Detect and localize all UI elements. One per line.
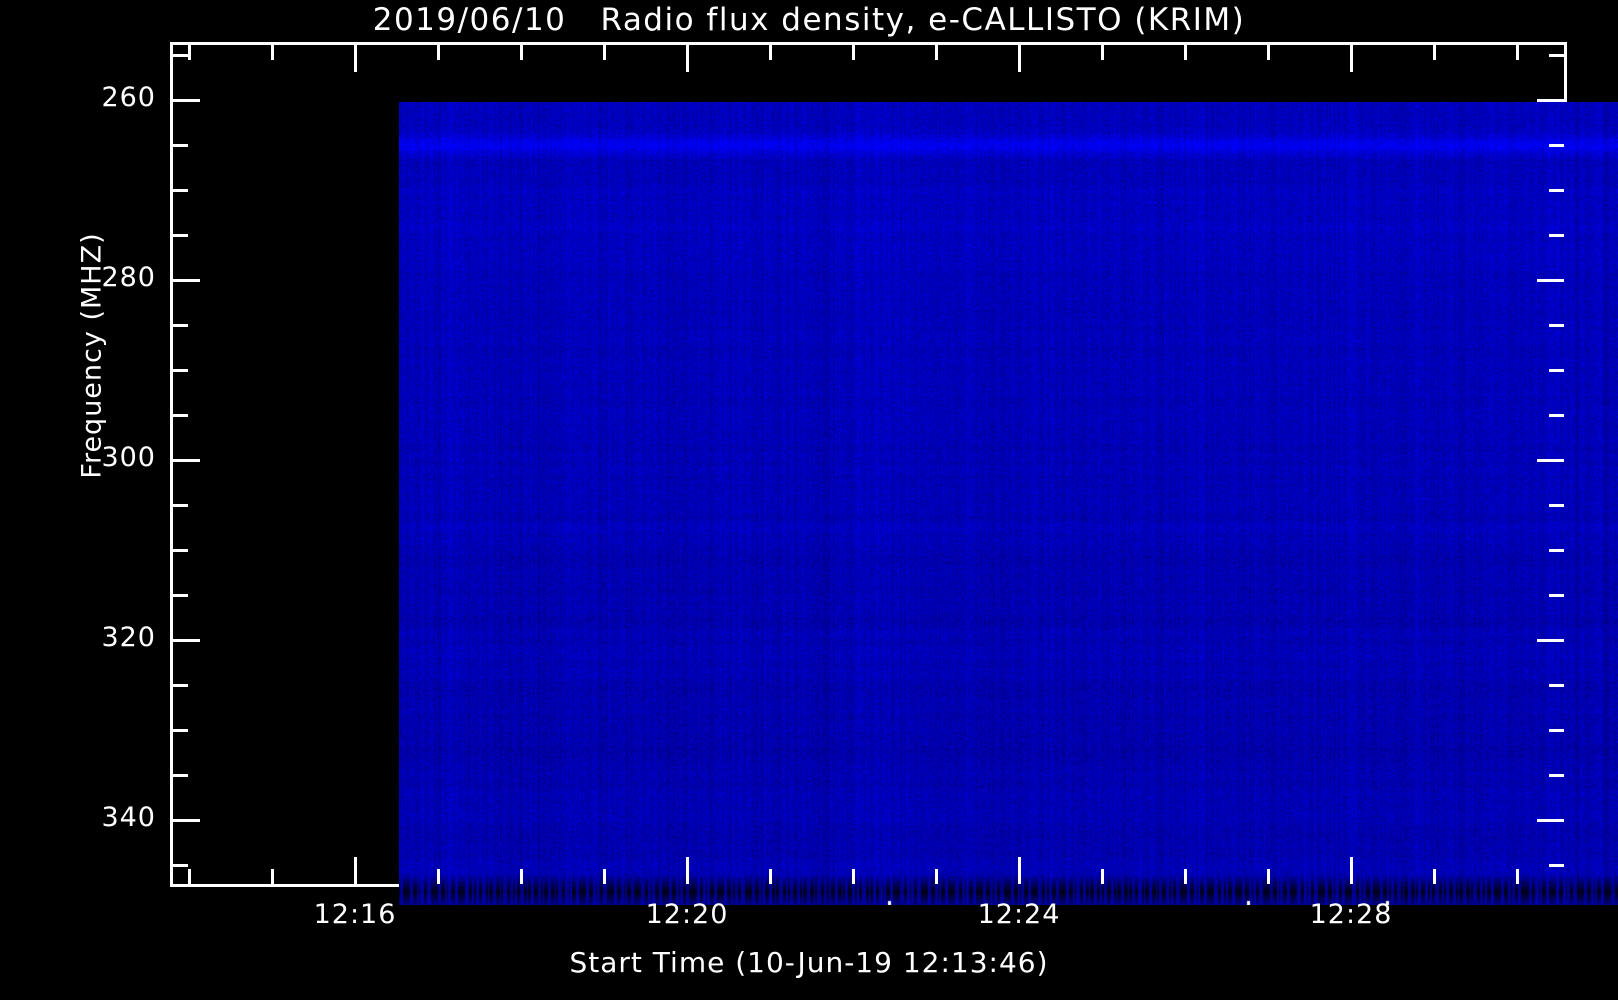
y-tick-minor-right [1549,549,1564,552]
y-tick-major [173,279,200,282]
y-tick-minor [173,234,188,237]
y-tick-label: 260 [101,82,156,113]
x-axis-title: Start Time (10-Jun-19 12:13:46) [569,946,1049,979]
x-tick-minor-top [1184,45,1187,60]
x-tick-minor-top [603,45,606,60]
y-tick-minor-right [1549,414,1564,417]
y-tick-label: 320 [101,622,156,653]
x-tick-major-top [354,45,357,72]
y-tick-major-right [1537,99,1564,102]
x-tick-label: 12:20 [645,899,729,930]
figure-title: 2019/06/10 Radio flux density, e-CALLIST… [372,2,1246,38]
y-tick-minor [173,594,188,597]
x-tick-minor [1433,869,1436,884]
x-tick-minor [520,869,523,884]
x-tick-major [1018,857,1021,884]
x-tick-minor-top [935,45,938,60]
x-tick-major [686,857,689,884]
y-tick-minor-right [1549,864,1564,867]
spectrogram-image [399,102,1618,905]
y-tick-minor-right [1549,369,1564,372]
x-tick-minor-top [1516,45,1519,60]
y-tick-label: 280 [101,262,156,293]
x-tick-minor-top [769,45,772,60]
y-tick-major-right [1537,819,1564,822]
x-tick-minor-top [1101,45,1104,60]
y-tick-major-right [1537,639,1564,642]
x-tick-minor [437,869,440,884]
y-tick-major-right [1537,279,1564,282]
y-tick-minor [173,684,188,687]
y-tick-major [173,459,200,462]
x-tick-minor [852,869,855,884]
x-tick-label: 12:28 [1309,899,1393,930]
y-tick-minor-right [1549,234,1564,237]
x-tick-minor-top [852,45,855,60]
y-tick-minor [173,189,188,192]
x-tick-minor-top [271,45,274,60]
y-tick-minor [173,864,188,867]
x-tick-label: 12:16 [313,899,397,930]
y-tick-minor [173,144,188,147]
y-tick-minor-right [1549,324,1564,327]
x-tick-major-top [1018,45,1021,72]
x-tick-minor-top [1267,45,1270,60]
y-tick-minor [173,774,188,777]
y-tick-minor-right [1549,504,1564,507]
y-tick-minor-right [1549,594,1564,597]
y-tick-major-right [1537,459,1564,462]
y-tick-minor [173,729,188,732]
y-tick-minor-right [1549,684,1564,687]
x-tick-minor [769,869,772,884]
y-tick-major [173,819,200,822]
y-tick-minor-right [1549,729,1564,732]
x-tick-minor-top [188,45,191,60]
y-tick-minor [173,369,188,372]
x-tick-major-top [686,45,689,72]
x-tick-label: 12:24 [977,899,1061,930]
x-tick-minor-top [437,45,440,60]
x-tick-minor [1267,869,1270,884]
y-tick-minor [173,504,188,507]
y-tick-minor [173,54,188,57]
x-tick-minor [1516,869,1519,884]
y-tick-label: 300 [101,442,156,473]
spectrogram-canvas [399,102,1618,905]
y-tick-major [173,99,200,102]
y-tick-minor [173,414,188,417]
x-tick-minor-top [520,45,523,60]
y-tick-minor [173,549,188,552]
y-tick-minor-right [1549,144,1564,147]
x-tick-major-top [1350,45,1353,72]
y-tick-minor-right [1549,54,1564,57]
y-tick-minor-right [1549,189,1564,192]
x-tick-minor [1101,869,1104,884]
x-tick-major [354,857,357,884]
x-tick-minor [271,869,274,884]
x-tick-minor [935,869,938,884]
x-tick-minor [1184,869,1187,884]
x-tick-minor-top [1433,45,1436,60]
y-tick-major [173,639,200,642]
y-tick-minor [173,324,188,327]
y-tick-label: 340 [101,802,156,833]
y-tick-minor-right [1549,774,1564,777]
x-tick-minor [603,869,606,884]
x-tick-minor [188,869,191,884]
plot-frame [170,42,1618,905]
x-tick-major [1350,857,1353,884]
